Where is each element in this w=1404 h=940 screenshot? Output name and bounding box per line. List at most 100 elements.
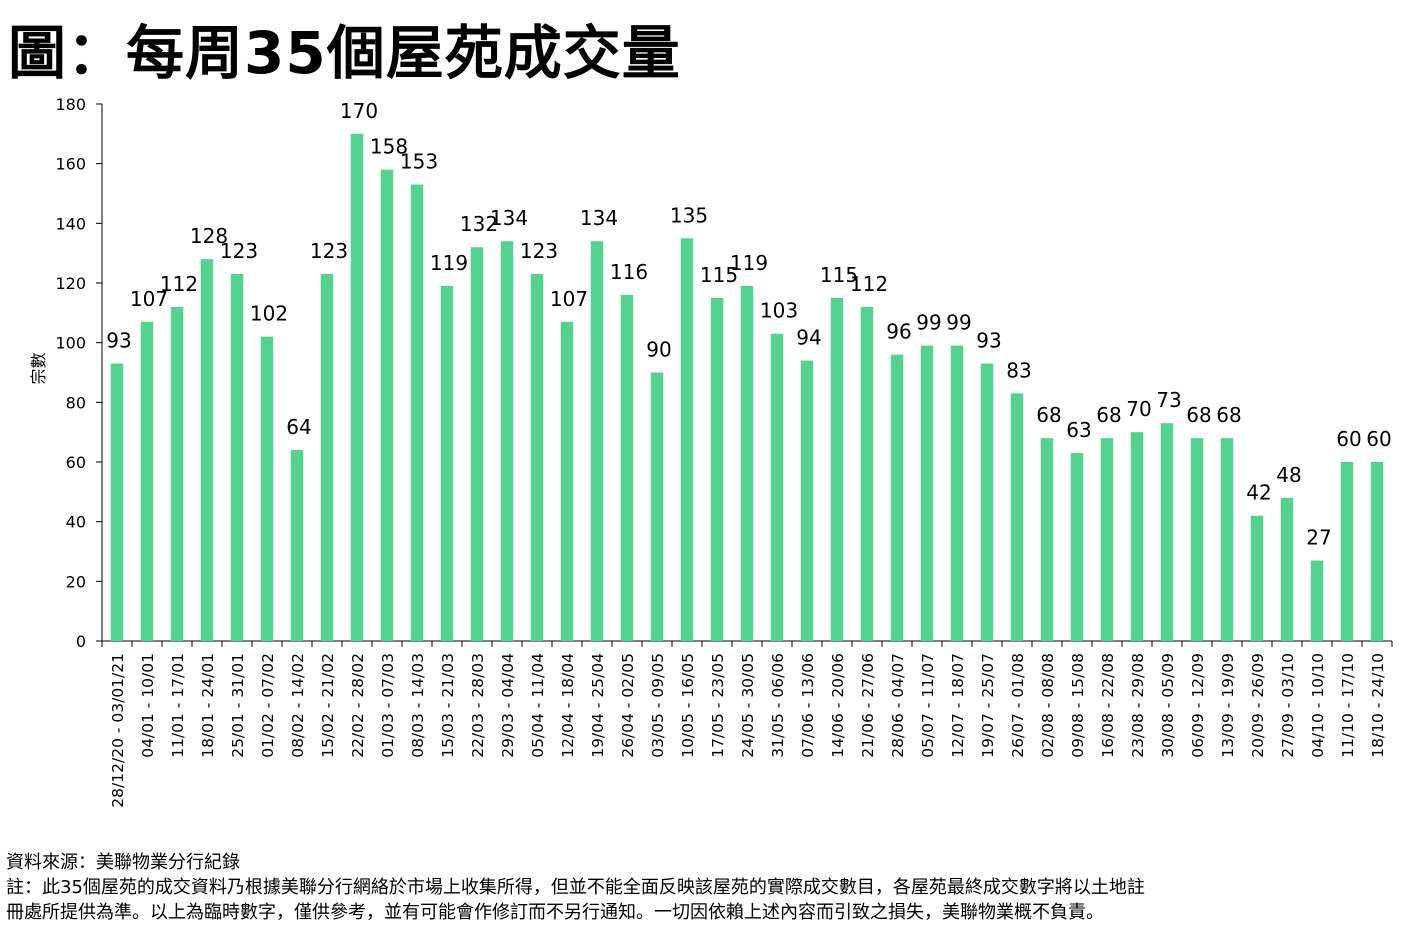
bar-value-label: 102 xyxy=(250,302,288,326)
bar xyxy=(860,306,874,641)
bar xyxy=(500,241,514,641)
bar xyxy=(1310,560,1324,641)
bar-value-label: 107 xyxy=(130,287,168,311)
x-tick-label: 08/02 - 14/02 xyxy=(289,653,307,758)
bar xyxy=(1040,438,1054,641)
x-tick-label: 31/05 - 06/06 xyxy=(769,653,787,758)
bar-value-label: 93 xyxy=(976,329,1001,353)
bar-value-label: 132 xyxy=(460,212,498,236)
bar-value-label: 119 xyxy=(430,251,468,275)
bar-value-label: 134 xyxy=(490,206,528,230)
x-tick-label: 11/01 - 17/01 xyxy=(169,653,187,758)
x-tick-label: 26/04 - 02/05 xyxy=(619,653,637,758)
bar xyxy=(140,321,154,641)
x-tick-label: 09/08 - 15/08 xyxy=(1069,653,1087,758)
x-tick-label: 24/05 - 30/05 xyxy=(739,653,757,758)
x-tick-label: 29/03 - 04/04 xyxy=(499,653,517,758)
bar-value-label: 99 xyxy=(916,311,941,335)
x-tick-label: 04/10 - 10/10 xyxy=(1309,653,1327,758)
bar xyxy=(980,363,994,641)
bar xyxy=(170,306,184,641)
bar xyxy=(1130,432,1144,641)
bar xyxy=(1070,453,1084,641)
bar xyxy=(440,285,454,641)
bar xyxy=(680,238,694,641)
source-note: 資料來源：美聯物業分行紀錄 xyxy=(6,852,240,873)
x-tick-label: 01/02 - 07/02 xyxy=(259,653,277,758)
bar-value-label: 93 xyxy=(106,329,131,353)
bar xyxy=(350,133,364,642)
bar xyxy=(470,247,484,641)
bar xyxy=(1190,438,1204,641)
bar-value-label: 27 xyxy=(1306,525,1331,549)
bar-value-label: 96 xyxy=(886,320,911,344)
bar-value-label: 123 xyxy=(310,239,348,263)
bar xyxy=(290,450,304,641)
y-tick-label: 0 xyxy=(76,632,86,651)
bar-value-label: 68 xyxy=(1036,403,1061,427)
bar-value-label: 42 xyxy=(1246,481,1271,505)
bar-value-label: 115 xyxy=(820,263,858,287)
x-tick-label: 22/02 - 28/02 xyxy=(349,653,367,758)
bar xyxy=(410,184,424,642)
y-tick-label: 180 xyxy=(55,95,86,114)
x-tick-label: 18/10 - 24/10 xyxy=(1369,653,1387,758)
bar-value-label: 64 xyxy=(286,415,311,439)
y-tick-label: 20 xyxy=(66,572,86,591)
disclaimer-line-2: 冊處所提供為準。以上為臨時數字，僅供參考，並有可能會作修訂而不另行通知。一切因依… xyxy=(6,902,1104,923)
bar-value-label: 128 xyxy=(190,224,228,248)
y-axis-title: 宗數 xyxy=(29,352,48,384)
x-tick-label: 05/04 - 11/04 xyxy=(529,653,547,758)
x-tick-label: 15/03 - 21/03 xyxy=(439,653,457,758)
x-tick-label: 28/06 - 04/07 xyxy=(889,653,907,758)
bar-value-label: 153 xyxy=(400,150,438,174)
bar xyxy=(1100,438,1114,641)
x-tick-label: 08/03 - 14/03 xyxy=(409,653,427,758)
bar xyxy=(1250,515,1264,641)
bar-value-label: 116 xyxy=(610,260,648,284)
bar xyxy=(260,336,274,641)
bar xyxy=(710,297,724,641)
bar-value-label: 63 xyxy=(1066,418,1091,442)
bar-value-label: 170 xyxy=(340,99,378,123)
x-tick-label: 25/01 - 31/01 xyxy=(229,653,247,758)
bar xyxy=(110,363,124,641)
y-tick-label: 80 xyxy=(66,393,86,412)
x-tick-label: 04/01 - 10/01 xyxy=(139,653,157,758)
y-tick-label: 100 xyxy=(55,334,86,353)
bar xyxy=(800,360,814,641)
bar-value-label: 90 xyxy=(646,338,671,362)
bar xyxy=(920,345,934,641)
disclaimer-line-1: 註：此35個屋苑的成交資料乃根據美聯分行網絡於市場上收集所得，但並不能全面反映該… xyxy=(6,877,1145,898)
bar-value-label: 135 xyxy=(670,203,708,227)
x-tick-label: 02/08 - 08/08 xyxy=(1039,653,1057,758)
x-tick-label: 26/07 - 01/08 xyxy=(1009,653,1027,758)
x-tick-label: 16/08 - 22/08 xyxy=(1099,653,1117,758)
bar-value-label: 68 xyxy=(1096,403,1121,427)
bar xyxy=(1280,497,1294,641)
bar-value-label: 99 xyxy=(946,311,971,335)
x-tick-label: 07/06 - 13/06 xyxy=(799,653,817,758)
bar-value-label: 68 xyxy=(1186,403,1211,427)
bar xyxy=(1160,423,1174,641)
bar xyxy=(230,274,244,641)
x-tick-label: 01/03 - 07/03 xyxy=(379,653,397,758)
bar-value-label: 134 xyxy=(580,206,618,230)
x-tick-label: 22/03 - 28/03 xyxy=(469,653,487,758)
bar-value-label: 123 xyxy=(520,239,558,263)
bar-value-label: 123 xyxy=(220,239,258,263)
page-title: 圖：每周35個屋苑成交量 xyxy=(8,19,681,87)
bar xyxy=(740,285,754,641)
y-tick-label: 140 xyxy=(55,214,86,233)
bar-value-label: 73 xyxy=(1156,388,1181,412)
bar xyxy=(620,294,634,641)
bar-value-label: 158 xyxy=(370,135,408,159)
x-tick-label: 15/02 - 21/02 xyxy=(319,653,337,758)
bar xyxy=(1220,438,1234,641)
x-tick-label: 11/10 - 17/10 xyxy=(1339,653,1357,758)
x-tick-label: 23/08 - 29/08 xyxy=(1129,653,1147,758)
bar xyxy=(890,354,904,641)
bar-value-label: 60 xyxy=(1336,427,1361,451)
